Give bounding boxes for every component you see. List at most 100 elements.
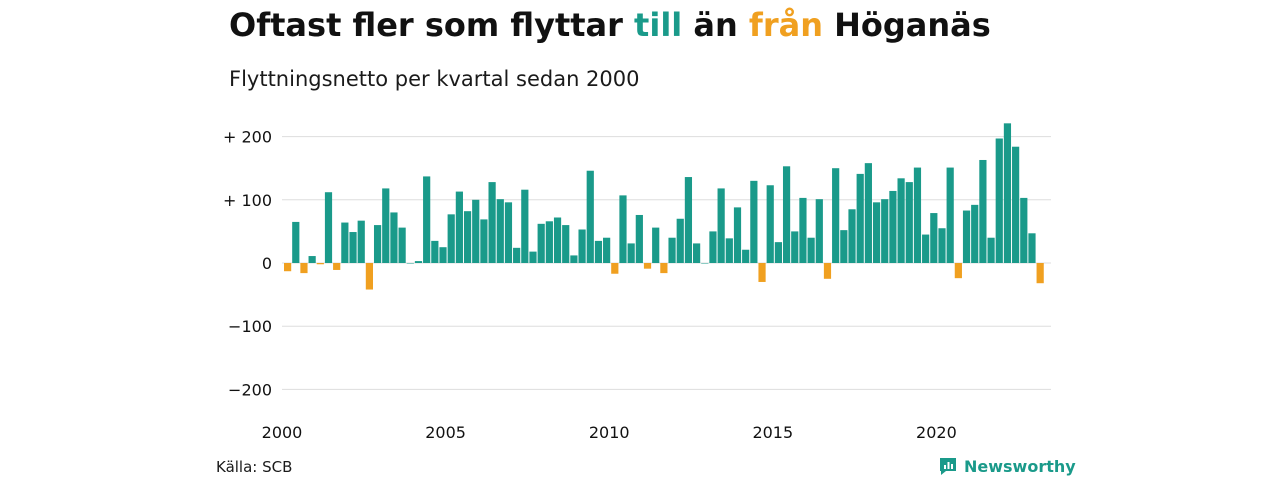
- bar: [292, 221, 300, 263]
- bar: [333, 263, 341, 270]
- bar: [766, 185, 774, 263]
- bar: [406, 263, 414, 264]
- bar: [938, 228, 946, 263]
- bar: [472, 199, 480, 263]
- bar: [553, 217, 562, 263]
- y-tick-label: + 200: [223, 128, 272, 147]
- bar: [725, 238, 733, 263]
- bar: [774, 242, 782, 263]
- bar: [586, 170, 594, 263]
- x-tick-label: 2005: [425, 423, 466, 442]
- bar: [562, 225, 570, 263]
- bar: [905, 182, 913, 263]
- bar: [930, 213, 938, 263]
- bar: [365, 263, 373, 290]
- bar: [872, 202, 881, 263]
- bar: [954, 263, 962, 279]
- bar: [398, 227, 406, 263]
- bar: [881, 199, 889, 263]
- chart-title: Oftast fler som flyttar till än från Hög…: [229, 6, 991, 44]
- bar: [832, 168, 840, 263]
- bar: [537, 223, 545, 263]
- bar: [652, 227, 660, 263]
- bar: [668, 237, 676, 263]
- bar: [1012, 146, 1020, 263]
- bar: [823, 263, 832, 279]
- brand-name: Newsworthy: [964, 456, 1076, 476]
- bar: [1020, 197, 1028, 263]
- bar: [390, 212, 398, 263]
- bar: [619, 195, 627, 263]
- title-part3: Höganäs: [822, 6, 991, 44]
- bar: [357, 220, 365, 263]
- bar: [1036, 263, 1044, 284]
- bar: [414, 261, 423, 263]
- bar: [676, 218, 684, 263]
- bar: [603, 237, 611, 263]
- newsworthy-logo-icon: [940, 458, 956, 475]
- bar: [300, 263, 308, 274]
- bar: [922, 234, 930, 263]
- bar: [701, 263, 709, 264]
- y-tick-label: + 100: [223, 191, 272, 210]
- y-tick-label: −100: [228, 317, 272, 336]
- bar: [962, 210, 971, 263]
- title-fran: från: [748, 6, 823, 44]
- bar: [693, 243, 701, 263]
- bar: [308, 256, 316, 263]
- title-part2: än: [682, 6, 749, 44]
- bar: [979, 159, 987, 263]
- x-tick-label: 2000: [262, 423, 303, 442]
- title-till: till: [634, 6, 683, 44]
- bar: [913, 167, 922, 263]
- bar: [758, 263, 766, 282]
- bar: [455, 191, 463, 263]
- bar: [496, 199, 504, 263]
- bar: [521, 189, 529, 263]
- bar: [594, 240, 603, 263]
- bar: [529, 251, 537, 263]
- chart-subtitle: Flyttningsnetto per kvartal sedan 2000: [229, 67, 640, 91]
- bar: [316, 263, 324, 265]
- bar: [684, 177, 693, 263]
- title-part1: Oftast fler som flyttar: [229, 6, 635, 44]
- bar: [488, 182, 496, 263]
- bar: [717, 188, 725, 263]
- x-tick-label: 2015: [752, 423, 793, 442]
- bar: [635, 214, 643, 263]
- bar: [341, 222, 349, 263]
- bar: [439, 247, 447, 263]
- bar: [971, 204, 979, 263]
- bar: [807, 237, 815, 263]
- bar: [856, 173, 864, 263]
- bar: [480, 219, 488, 263]
- bar: [987, 237, 995, 263]
- bar: [946, 167, 954, 263]
- bar: [284, 263, 292, 272]
- newsworthy-logo: Newsworthy: [938, 456, 1076, 476]
- bar: [504, 202, 513, 263]
- bar: [660, 263, 668, 274]
- bar: [431, 240, 439, 263]
- bar: [373, 225, 382, 263]
- bar: [897, 178, 905, 263]
- bar: [1003, 123, 1012, 263]
- y-tick-label: −200: [228, 380, 272, 399]
- bar: [643, 263, 652, 269]
- bar: [733, 207, 742, 263]
- bar: [995, 138, 1003, 263]
- bar: [848, 209, 856, 263]
- source-label: Källa: SCB: [216, 458, 293, 476]
- bar: [864, 163, 872, 263]
- bar: [840, 230, 848, 263]
- bar: [578, 229, 586, 263]
- bar: [742, 249, 750, 263]
- bar: [889, 190, 897, 263]
- y-tick-label: 0: [262, 254, 272, 273]
- bar: [463, 211, 472, 263]
- bar: [750, 180, 758, 263]
- x-tick-label: 2020: [916, 423, 957, 442]
- bar: [815, 199, 823, 263]
- bar: [611, 263, 619, 274]
